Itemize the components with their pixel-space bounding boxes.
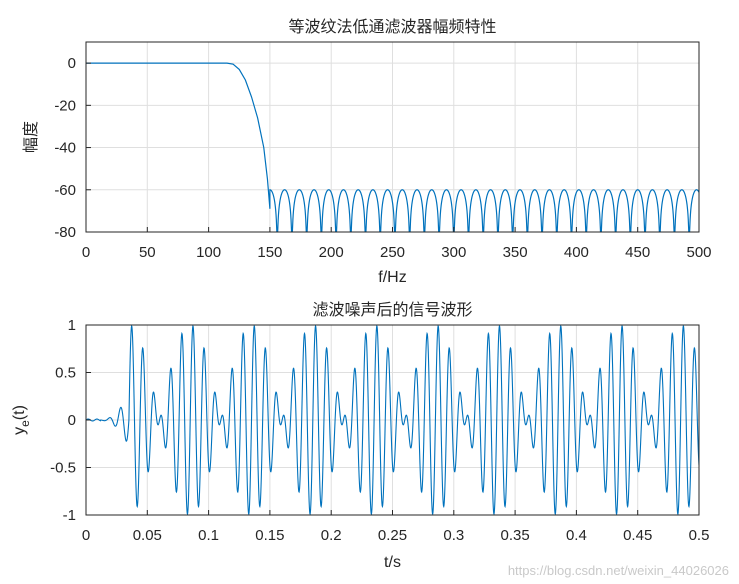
x-tick-label: 0 — [82, 244, 90, 261]
x-tick-label: 200 — [319, 244, 344, 261]
watermark: https://blog.csdn.net/weixin_44026026 — [507, 563, 729, 578]
filtered-signal-axes: 0 0.05 0.1 0.15 0.2 0.25 0.3 0.35 0.4 0.45 0.5 1 0.5… — [11, 300, 709, 571]
x-tick-label: 0.15 — [255, 527, 284, 544]
x-tick-label: 50 — [139, 244, 156, 261]
y-tick-label: 0.5 — [55, 365, 76, 382]
chart-title: 滤波噪声后的信号波形 — [312, 300, 472, 319]
y-axis-label-subscript: e — [18, 420, 32, 427]
x-tick-label: 0.05 — [133, 527, 162, 544]
y-tick-label: -1 — [63, 507, 76, 524]
x-tick-label: 100 — [196, 244, 221, 261]
y-tick-label: 0 — [68, 412, 76, 429]
y-tick-label: -60 — [54, 182, 76, 199]
y-axis-label-suffix: (t) — [11, 405, 28, 420]
magnitude-response-axes: 0 50 100 150 200 250 300 350 400 450 500 0 -20 -40 -60… — [21, 17, 712, 286]
y-tick-label: 1 — [68, 317, 76, 334]
x-tick-label: 0.25 — [378, 527, 407, 544]
y-axis-label: 幅度 — [21, 121, 40, 153]
x-tick-label: 350 — [503, 244, 528, 261]
x-tick-label: 0 — [82, 527, 90, 544]
y-tick-label: 0 — [68, 55, 76, 72]
x-tick-label: 0.3 — [443, 527, 464, 544]
magnitude-series-line — [86, 62, 699, 232]
x-tick-label: 250 — [380, 244, 405, 261]
y-tick-label: -0.5 — [50, 460, 76, 477]
y-axis-label-main: y — [11, 427, 28, 435]
x-tick-label: 300 — [441, 244, 466, 261]
x-axis-label: f/Hz — [378, 269, 406, 286]
x-tick-label: 0.45 — [623, 527, 652, 544]
x-tick-label: 0.1 — [198, 527, 219, 544]
signal-series-line — [86, 324, 699, 516]
x-tick-label: 500 — [686, 244, 711, 261]
x-tick-label: 450 — [625, 244, 650, 261]
chart-title: 等波纹法低通滤波器幅频特性 — [288, 17, 496, 36]
y-tick-label: -40 — [54, 140, 76, 157]
x-tick-label: 400 — [564, 244, 589, 261]
y-tick-label: -20 — [54, 97, 76, 114]
y-tick-label: -80 — [54, 224, 76, 241]
x-tick-label: 0.2 — [321, 527, 342, 544]
x-tick-label: 0.5 — [689, 527, 710, 544]
x-axis-label: t/s — [384, 554, 401, 571]
x-tick-label: 0.35 — [500, 527, 529, 544]
y-axis-label: ye(t) — [11, 405, 32, 435]
x-tick-label: 0.4 — [566, 527, 587, 544]
x-tick-label: 150 — [257, 244, 282, 261]
